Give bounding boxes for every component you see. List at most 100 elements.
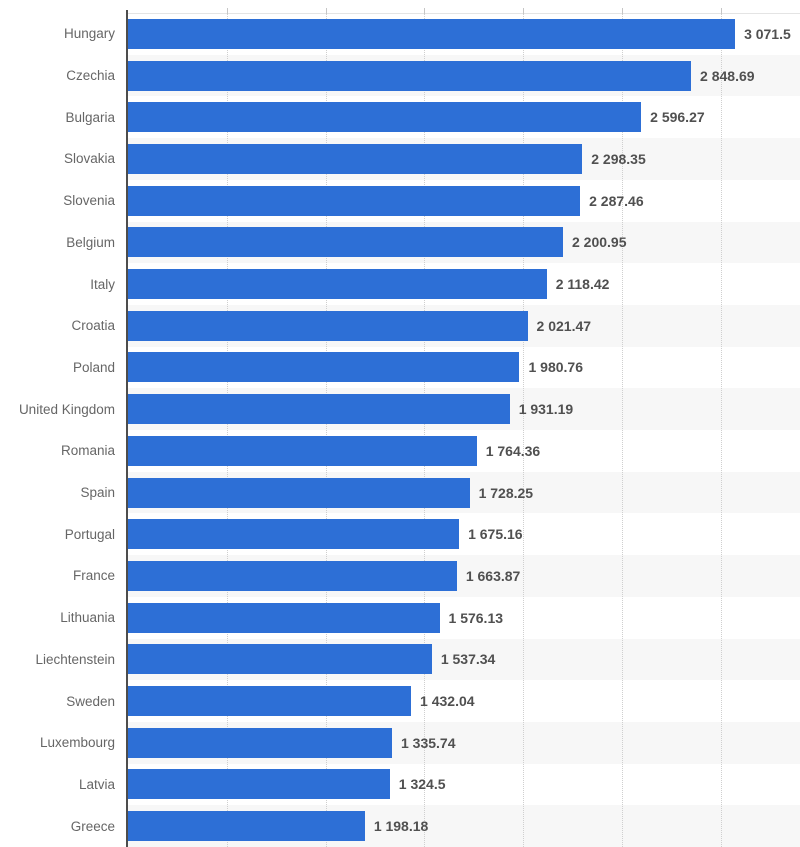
x-gridline bbox=[720, 13, 722, 847]
plot-cell: 3 071.5 bbox=[128, 13, 800, 55]
value-label: 1 432.04 bbox=[420, 693, 475, 710]
value-label: 1 335.74 bbox=[401, 734, 456, 751]
value-label: 1 324.5 bbox=[398, 776, 446, 793]
x-gridline bbox=[325, 13, 327, 847]
x-gridline bbox=[622, 13, 624, 847]
category-label: Latvia bbox=[78, 776, 115, 792]
bar-row: Belgium 2 200.95 bbox=[0, 222, 800, 264]
value-label: 2 596.27 bbox=[650, 109, 705, 126]
bar-row: United Kingdom 1 931.19 bbox=[0, 388, 800, 430]
bar[interactable] bbox=[128, 769, 390, 800]
bar[interactable] bbox=[128, 727, 392, 758]
bar[interactable] bbox=[128, 310, 528, 341]
bar[interactable] bbox=[128, 102, 642, 133]
value-label: 1 675.16 bbox=[468, 526, 523, 543]
value-label: 2 200.95 bbox=[572, 234, 627, 251]
x-axis-tick bbox=[720, 8, 722, 14]
category-label: Croatia bbox=[71, 318, 115, 334]
bar-row: Greece 1 198.18 bbox=[0, 805, 800, 847]
x-axis-tick bbox=[523, 8, 525, 14]
x-gridline bbox=[226, 13, 228, 847]
x-axis-tick bbox=[226, 8, 228, 14]
y-axis-line bbox=[126, 10, 128, 847]
bar[interactable] bbox=[128, 519, 460, 550]
bar-row: Latvia 1 324.5 bbox=[0, 764, 800, 806]
category-label: Greece bbox=[70, 818, 115, 834]
plot-cell: 1 980.76 bbox=[128, 347, 800, 389]
value-label: 2 287.46 bbox=[589, 192, 644, 209]
category-label: Italy bbox=[90, 276, 115, 292]
x-gridline bbox=[523, 13, 525, 847]
bar-row: Croatia 2 021.47 bbox=[0, 305, 800, 347]
plot-cell: 2 298.35 bbox=[128, 138, 800, 180]
plot-cell: 1 663.87 bbox=[128, 555, 800, 597]
category-label: Lithuania bbox=[60, 610, 115, 626]
bar[interactable] bbox=[128, 394, 510, 425]
bar-row: Slovenia 2 287.46 bbox=[0, 180, 800, 222]
bar[interactable] bbox=[128, 185, 581, 216]
bar[interactable] bbox=[128, 477, 470, 508]
bar[interactable] bbox=[128, 811, 365, 842]
category-label: Poland bbox=[72, 359, 115, 375]
value-label: 2 021.47 bbox=[536, 317, 592, 334]
bar-row: Spain 1 728.25 bbox=[0, 472, 800, 514]
x-gridline bbox=[424, 13, 426, 847]
category-label: Luxembourg bbox=[39, 735, 115, 751]
bar[interactable] bbox=[128, 269, 547, 300]
category-label: Slovenia bbox=[63, 193, 115, 209]
plot-cell: 1 432.04 bbox=[128, 680, 800, 722]
bar[interactable] bbox=[128, 352, 520, 383]
category-label: Portugal bbox=[64, 526, 115, 542]
bar[interactable] bbox=[128, 602, 440, 633]
value-label: 1 980.76 bbox=[528, 359, 583, 376]
bar[interactable] bbox=[128, 644, 432, 675]
plot-cell: 2 118.42 bbox=[128, 263, 800, 305]
bar[interactable] bbox=[128, 143, 583, 174]
plot-cell: 1 764.36 bbox=[128, 430, 800, 472]
category-label: United Kingdom bbox=[18, 401, 115, 417]
value-label: 1 198.18 bbox=[373, 818, 429, 835]
plot-cell: 2 021.47 bbox=[128, 305, 800, 347]
category-label: Bulgaria bbox=[65, 109, 115, 125]
plot-cell: 2 287.46 bbox=[128, 180, 800, 222]
plot-cell: 1 324.5 bbox=[128, 764, 800, 806]
bar-row: Lithuania 1 576.13 bbox=[0, 597, 800, 639]
x-axis-tick bbox=[325, 8, 327, 14]
category-label: France bbox=[72, 568, 115, 584]
bar[interactable] bbox=[128, 60, 692, 91]
plot-cell: 1 728.25 bbox=[128, 472, 800, 514]
bar-row: Romania 1 764.36 bbox=[0, 430, 800, 472]
value-label: 2 848.69 bbox=[700, 67, 755, 84]
x-axis-tick bbox=[622, 8, 624, 14]
bar[interactable] bbox=[128, 435, 477, 466]
value-label: 2 118.42 bbox=[555, 276, 610, 293]
value-label: 1 764.36 bbox=[485, 442, 541, 459]
plot-cell: 2 848.69 bbox=[128, 55, 800, 97]
bar-row: Czechia 2 848.69 bbox=[0, 55, 800, 97]
category-label: Hungary bbox=[63, 26, 115, 42]
plot-cell: 1 576.13 bbox=[128, 597, 800, 639]
category-label: Belgium bbox=[66, 234, 115, 250]
value-label: 2 298.35 bbox=[591, 150, 646, 167]
bar[interactable] bbox=[128, 18, 736, 49]
bar[interactable] bbox=[128, 227, 563, 258]
bar-row: Portugal 1 675.16 bbox=[0, 513, 800, 555]
plot-cell: 2 200.95 bbox=[128, 222, 800, 264]
bar-row: Bulgaria 2 596.27 bbox=[0, 96, 800, 138]
plot-cell: 1 931.19 bbox=[128, 388, 800, 430]
bar-row: Slovakia 2 298.35 bbox=[0, 138, 800, 180]
category-label: Slovakia bbox=[63, 151, 115, 167]
bar[interactable] bbox=[128, 560, 457, 591]
plot-cell: 1 335.74 bbox=[128, 722, 800, 764]
value-label: 1 931.19 bbox=[518, 401, 574, 418]
value-label: 3 071.5 bbox=[744, 25, 791, 42]
category-label: Spain bbox=[80, 485, 115, 501]
value-label: 1 576.13 bbox=[448, 609, 504, 626]
category-label: Romania bbox=[60, 443, 115, 459]
bar-row: Sweden 1 432.04 bbox=[0, 680, 800, 722]
bar-row: Liechtenstein 1 537.34 bbox=[0, 639, 800, 681]
bar-row: Hungary 3 071.5 bbox=[0, 13, 800, 55]
bar-row: Poland 1 980.76 bbox=[0, 347, 800, 389]
plot-cell: 1 675.16 bbox=[128, 513, 800, 555]
bar[interactable] bbox=[128, 686, 412, 717]
